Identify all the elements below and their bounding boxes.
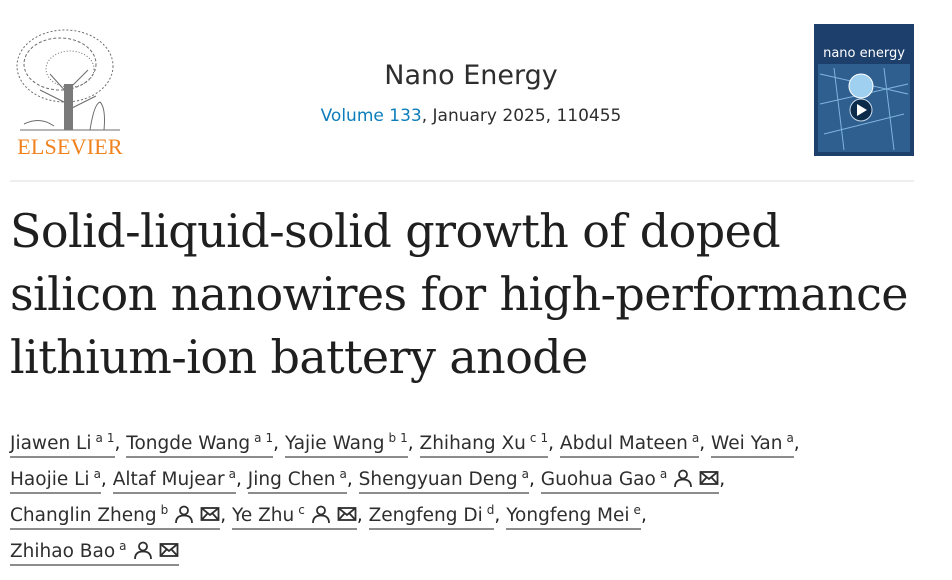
author-name: Changlin Zheng — [10, 505, 157, 526]
affiliation-sup: b — [160, 503, 169, 517]
author-link[interactable]: Altaf Mujear a — [112, 467, 236, 494]
author-line: Haojie Li a, Altaf Mujear a, Jing Chen a, S… — [10, 456, 945, 494]
author-link[interactable]: Wei Yan a — [711, 431, 794, 458]
author-name: Wei Yan — [711, 433, 783, 454]
publisher-name: ELSEVIER — [17, 134, 123, 159]
author-link[interactable]: Zhihang Xu c 1 — [419, 431, 549, 458]
affiliation-sup: 1 — [106, 431, 115, 445]
author-email-icon[interactable] — [699, 468, 719, 488]
author-name: Shengyuan Deng — [358, 469, 518, 490]
author-separator: , — [236, 469, 242, 490]
author-profile-icon[interactable] — [673, 468, 693, 488]
author-name: Yajie Wang — [284, 433, 385, 454]
issue-info: , January 2025, 110455 — [421, 106, 622, 126]
author-name: Tongde Wang — [126, 433, 251, 454]
author-link[interactable]: Shengyuan Deng a — [358, 467, 530, 494]
author-name: Abdul Mateen — [559, 433, 688, 454]
author-separator: , — [719, 469, 726, 490]
author-name: Guohua Gao — [540, 469, 656, 490]
author-separator: , — [793, 433, 800, 454]
author-name: Haojie Li — [10, 469, 90, 490]
affiliation-sup: a — [691, 431, 700, 445]
author-link[interactable]: Changlin Zheng b — [10, 503, 221, 530]
author-link[interactable]: Zhihao Bao a — [10, 539, 179, 566]
author-name: Yongfeng Mei — [506, 505, 630, 526]
author-separator: , — [356, 505, 363, 526]
affiliation-sup: c — [298, 503, 305, 517]
affiliation-sup: 1 — [265, 431, 274, 445]
author-link[interactable]: Jing Chen a — [247, 467, 347, 494]
author-separator: , — [114, 433, 121, 454]
elsevier-tree-logo — [16, 29, 120, 131]
author-link[interactable]: Yajie Wang b 1 — [284, 431, 408, 458]
author-email-icon[interactable] — [337, 504, 357, 524]
affiliation-sup: a — [119, 539, 127, 553]
author-separator: , — [699, 433, 706, 454]
author-name: Ye Zhu — [232, 505, 295, 526]
affiliation-sup: d — [486, 503, 495, 517]
author-link[interactable]: Guohua Gao a — [540, 467, 720, 494]
author-name: Zhihao Bao — [10, 541, 116, 562]
author-link[interactable]: Ye Zhu c — [232, 503, 357, 530]
author-name: Altaf Mujear — [112, 469, 225, 490]
author-profile-icon[interactable] — [133, 540, 153, 560]
author-profile-icon[interactable] — [174, 504, 194, 524]
author-line: Jiawen Li a 1, Tongde Wang a 1, Yajie Wang b 1… — [10, 420, 945, 458]
affiliation-sup: b — [388, 431, 397, 445]
affiliation-sup: a — [339, 467, 347, 481]
affiliation-sup: a — [521, 467, 530, 481]
author-name: Jing Chen — [247, 469, 336, 490]
author-separator: , — [529, 469, 535, 490]
author-link[interactable]: Yongfeng Mei e — [506, 503, 641, 530]
author-line: Zhihao Bao a — [10, 528, 945, 566]
author-link[interactable]: Zengfeng Di d — [368, 503, 495, 530]
author-email-icon[interactable] — [159, 540, 179, 560]
affiliation-sup: a — [93, 467, 101, 481]
author-name: Zhihang Xu — [419, 433, 526, 454]
article-title: Solid-liquid-solid growth of doped silic… — [10, 204, 908, 384]
header-divider — [10, 180, 914, 182]
journal-title[interactable]: Nano Energy — [384, 60, 558, 91]
author-link[interactable]: Tongde Wang a 1 — [126, 431, 274, 458]
author-separator: , — [100, 469, 107, 490]
affiliation-sup: a — [228, 467, 236, 481]
author-link[interactable]: Haojie Li a — [10, 467, 101, 494]
author-separator: , — [494, 505, 501, 526]
affiliation-sup: a — [254, 431, 262, 445]
author-email-icon[interactable] — [200, 504, 220, 524]
author-line: Changlin Zheng b, Ye Zhu c, Zengfeng Di d, … — [10, 492, 945, 530]
journal-cover[interactable]: nano energy — [814, 24, 914, 156]
author-profile-icon[interactable] — [311, 504, 331, 524]
affiliation-sup: e — [633, 503, 641, 517]
affiliation-sup: 1 — [540, 431, 549, 445]
affiliation-sup: a — [95, 431, 103, 445]
author-link[interactable]: Jiawen Li a 1 — [10, 431, 115, 458]
author-separator: , — [407, 433, 414, 454]
author-separator: , — [273, 433, 280, 454]
author-separator: , — [220, 505, 227, 526]
author-name: Jiawen Li — [10, 433, 92, 454]
author-name: Zengfeng Di — [368, 505, 483, 526]
affiliation-sup: 1 — [400, 431, 408, 445]
author-link[interactable]: Abdul Mateen a — [559, 431, 700, 458]
author-separator: , — [640, 505, 647, 526]
author-separator: , — [346, 469, 353, 490]
volume-line: Volume 133, January 2025, 110455 — [0, 106, 942, 126]
volume-link[interactable]: Volume 133 — [320, 106, 422, 126]
affiliation-sup: a — [659, 467, 668, 481]
author-list: Jiawen Li a 1, Tongde Wang a 1, Yajie Wang b 1… — [10, 420, 945, 566]
affiliation-sup: c — [529, 431, 537, 445]
author-separator: , — [548, 433, 555, 454]
affiliation-sup: a — [786, 431, 794, 445]
cover-title: nano energy — [823, 46, 905, 61]
